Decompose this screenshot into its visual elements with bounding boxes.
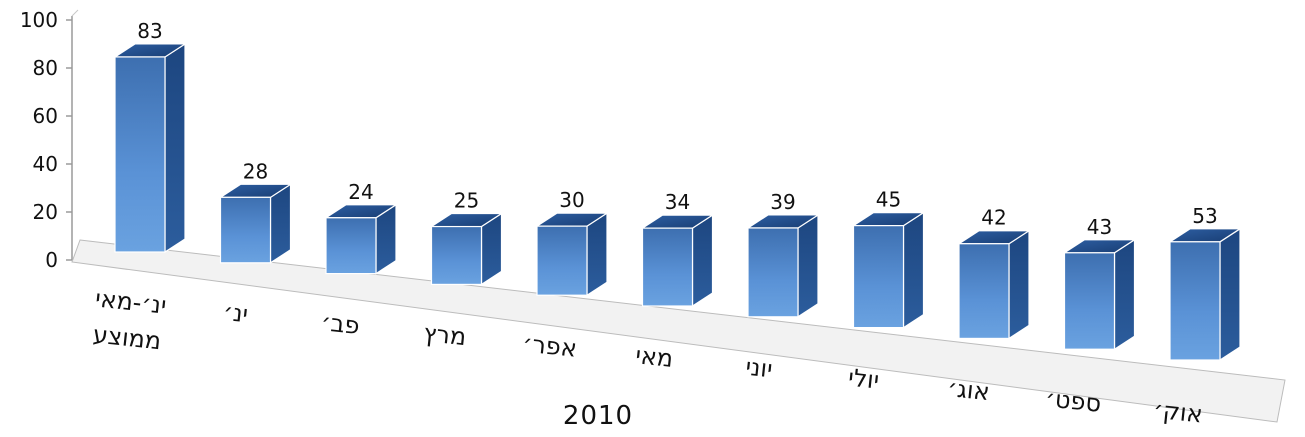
category-label: מרץ bbox=[422, 319, 467, 351]
labels-group: 0 20 40 60 80 100 83 ינ׳-מאיממוצע 28 ינ׳ 24 פב׳ 25 מר… bbox=[20, 8, 1218, 431]
category-label: פב׳ bbox=[319, 308, 361, 340]
bar bbox=[1167, 227, 1243, 362]
category-label-line: יולי bbox=[847, 364, 881, 395]
category-label: ינ׳-מאיממוצע bbox=[90, 284, 168, 355]
data-label: 83 bbox=[137, 19, 162, 43]
bar bbox=[640, 214, 715, 308]
bar bbox=[956, 229, 1032, 340]
category-label: יוני bbox=[744, 353, 774, 384]
bar-side-face bbox=[1219, 227, 1241, 362]
bar-front-face bbox=[219, 196, 272, 264]
data-label: 28 bbox=[243, 159, 268, 183]
category-label: אפר׳ bbox=[521, 329, 578, 363]
bar bbox=[851, 211, 926, 329]
bar-side-face bbox=[269, 183, 292, 264]
y-tick-label: 40 bbox=[33, 152, 58, 176]
category-label-line: אוק׳ bbox=[1152, 396, 1204, 429]
bar-front-face bbox=[958, 243, 1010, 339]
bar bbox=[218, 183, 293, 264]
category-label-line: אפר׳ bbox=[521, 329, 578, 363]
y-tick-label: 20 bbox=[33, 200, 58, 224]
bar-side-face bbox=[797, 213, 819, 318]
category-label-line: יוני bbox=[744, 353, 774, 384]
category-label-line: פב׳ bbox=[319, 308, 361, 340]
bar bbox=[745, 213, 821, 318]
bar-side-face bbox=[164, 42, 186, 254]
category-label-line: אוג׳ bbox=[946, 374, 991, 406]
y-tick-label: 0 bbox=[45, 248, 58, 272]
bar-side-face bbox=[902, 211, 925, 329]
data-label: 39 bbox=[770, 190, 795, 214]
category-label: יולי bbox=[847, 364, 881, 395]
bar-front-face bbox=[747, 227, 799, 318]
data-label: 43 bbox=[1087, 215, 1112, 239]
category-label-line: מרץ bbox=[422, 319, 467, 351]
data-label: 34 bbox=[665, 190, 690, 214]
y-tick-label: 60 bbox=[33, 104, 58, 128]
bar-front-face bbox=[536, 225, 588, 296]
bars-group bbox=[112, 42, 1243, 362]
data-label: 24 bbox=[348, 180, 373, 204]
category-label-line: מאי bbox=[634, 341, 674, 373]
bar-side-face bbox=[1008, 229, 1030, 340]
category-label-line: ספט׳ bbox=[1044, 384, 1103, 418]
bar-front-face bbox=[852, 225, 905, 329]
data-label: 42 bbox=[981, 206, 1006, 230]
category-label-line: ינ׳ bbox=[222, 298, 250, 328]
bar-front-face bbox=[114, 56, 166, 253]
y-tick-label: 80 bbox=[33, 56, 58, 80]
bar-side-face bbox=[1113, 238, 1136, 351]
y-axis-back-edge bbox=[71, 9, 79, 17]
data-label: 25 bbox=[454, 189, 479, 213]
data-label: 30 bbox=[559, 188, 584, 212]
x-axis-title: 2010 bbox=[563, 401, 633, 431]
category-label-line: ינ׳-מאי bbox=[94, 284, 168, 319]
category-label: אוק׳ bbox=[1152, 396, 1204, 429]
bar-front-face bbox=[641, 227, 694, 307]
bar bbox=[112, 42, 188, 254]
bar-side-face bbox=[691, 214, 714, 308]
bar-side-face bbox=[586, 212, 608, 297]
bar-front-face bbox=[325, 217, 377, 275]
bar bbox=[534, 212, 610, 297]
axes-group bbox=[66, 9, 1286, 423]
category-label-line: ממוצע bbox=[92, 320, 163, 355]
bar-front-face bbox=[430, 225, 483, 286]
category-label: מאי bbox=[634, 341, 674, 373]
category-label: אוג׳ bbox=[946, 374, 991, 406]
data-label: 45 bbox=[876, 188, 901, 212]
category-label: ספט׳ bbox=[1044, 384, 1103, 418]
category-label: ינ׳ bbox=[222, 298, 250, 328]
bar bbox=[429, 212, 504, 286]
bar bbox=[323, 203, 399, 275]
bar-front-face bbox=[1169, 241, 1221, 361]
bar bbox=[1062, 238, 1137, 351]
y-tick-label: 100 bbox=[20, 8, 58, 32]
data-label: 53 bbox=[1192, 204, 1217, 228]
chart-floor bbox=[71, 239, 1286, 423]
bar-front-face bbox=[1063, 252, 1116, 350]
